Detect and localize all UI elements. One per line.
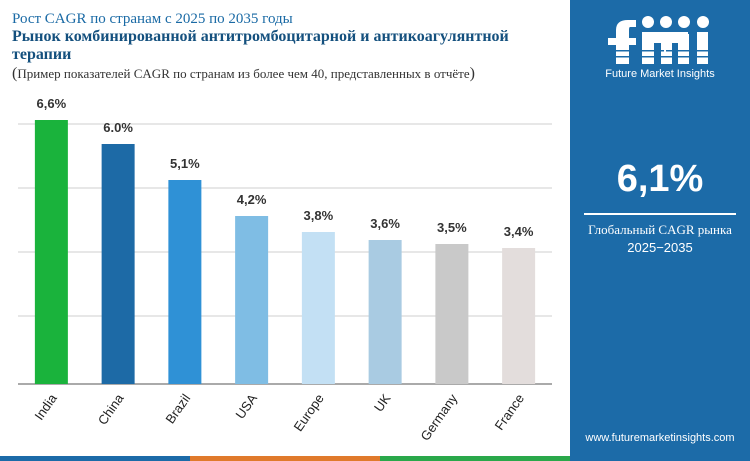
bar-france [502, 248, 536, 384]
website-link[interactable]: www.futuremarketinsights.com [585, 432, 735, 444]
value-label-china: 6.0% [103, 120, 133, 135]
chart-subtitle-text: Пример показателей CAGR по странам из бо… [17, 66, 470, 81]
bar-china [101, 144, 135, 384]
bar-uk [368, 240, 402, 384]
x-tick-label-china: China [95, 390, 127, 427]
global-cagr-value: 6,1% [616, 158, 704, 200]
fmi-logo-icon [608, 16, 714, 64]
x-tick-label-uk: UK [371, 391, 394, 415]
chart-title-line1: Рост CAGR по странам с 2025 по 2035 годы [12, 11, 293, 27]
x-tick-label-brazil: Brazil [162, 391, 193, 426]
footer-bar-blue-2 [570, 456, 750, 461]
bar-chart: 6,6% India 6.0% China 5,1% Brazil 4,2% USA 3,8% E… [18, 96, 552, 444]
chart-title-line2: Рынок комбинированной антитромбоцитарной… [12, 28, 509, 63]
chart-subtitle: (Пример показателей CAGR по странам из б… [12, 65, 475, 82]
value-label-germany: 3,5% [437, 220, 467, 235]
x-tick-label-france: France [492, 391, 527, 433]
bar-europe [301, 232, 335, 384]
bar-india [34, 120, 68, 384]
x-tick-label-india: India [31, 390, 60, 422]
global-cagr-period: 2025−2035 [627, 240, 693, 255]
footer-bar-green [380, 456, 570, 461]
bar-germany [435, 244, 469, 384]
value-label-france: 3,4% [504, 224, 534, 239]
value-label-europe: 3,8% [304, 208, 334, 223]
bar-usa [235, 216, 269, 384]
chart-header: Рост CAGR по странам с 2025 по 2035 годы… [12, 10, 572, 83]
brand-name: Future Market Insights [605, 68, 715, 80]
value-label-india: 6,6% [37, 96, 67, 111]
value-label-uk: 3,6% [370, 216, 400, 231]
global-cagr-label: Глобальный CAGR рынка [588, 222, 732, 237]
footer-bar-orange [190, 456, 380, 461]
divider [584, 213, 736, 215]
x-tick-label-germany: Germany [417, 391, 460, 444]
footer-bar-blue [0, 456, 190, 461]
footer-color-bar [0, 456, 750, 461]
x-tick-label-europe: Europe [290, 391, 326, 434]
x-tick-label-usa: USA [232, 391, 260, 422]
summary-sidebar: Future Market Insights 6,1% Глобальный C… [570, 0, 750, 461]
value-label-usa: 4,2% [237, 192, 267, 207]
bar-brazil [168, 180, 202, 384]
value-label-brazil: 5,1% [170, 156, 200, 171]
